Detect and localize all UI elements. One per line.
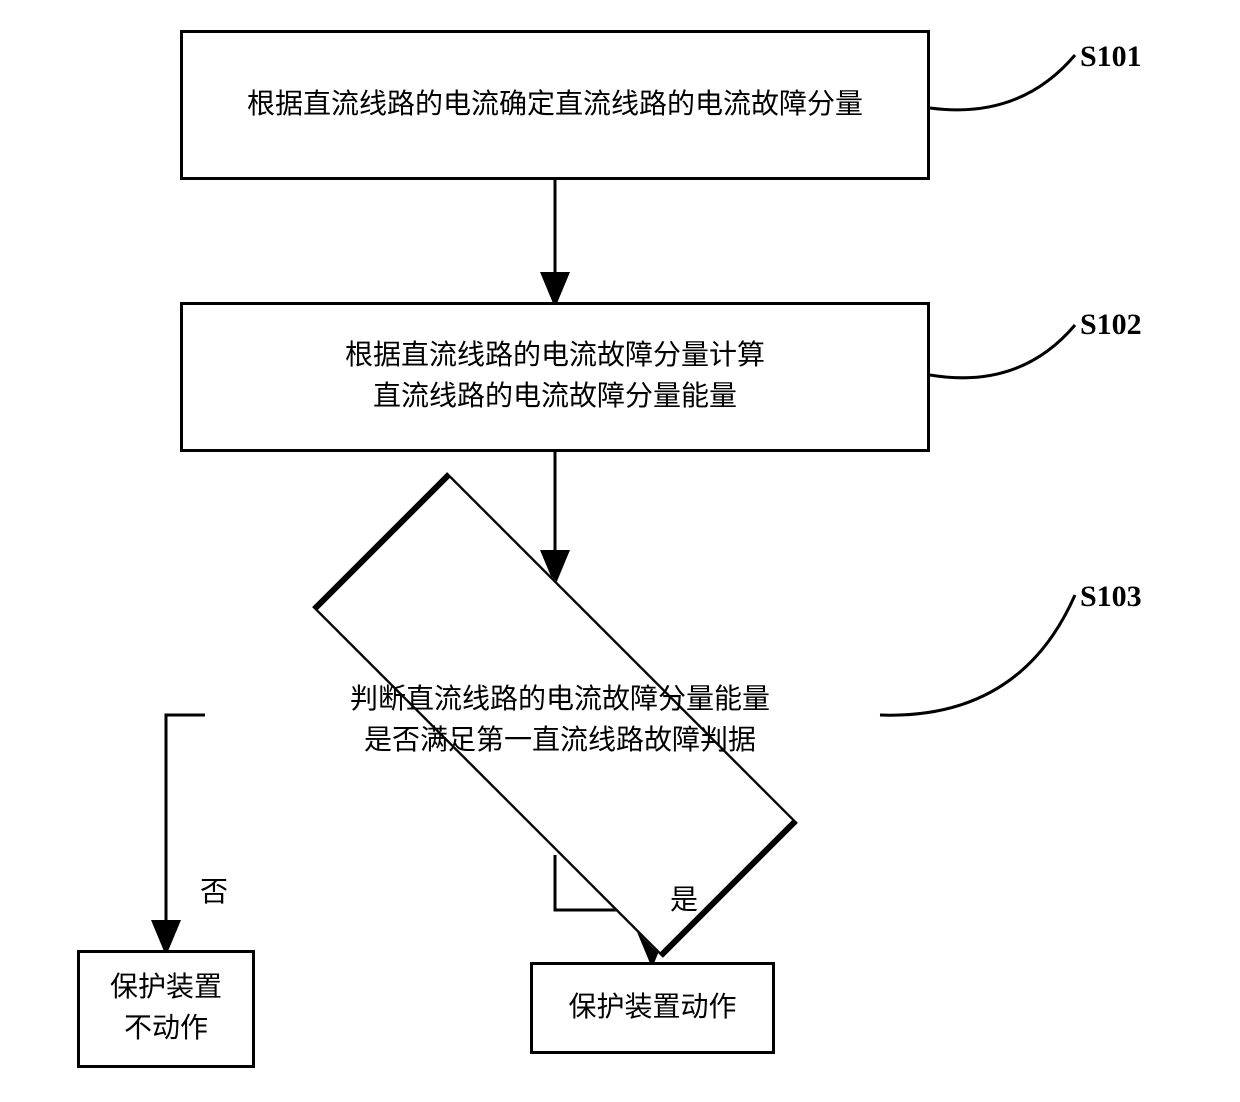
step-id-s103: S103 bbox=[1080, 580, 1142, 614]
step-s102-line1: 根据直流线路的电流故障分量计算 bbox=[345, 336, 765, 377]
outcome-no-line2: 不动作 bbox=[110, 1009, 222, 1050]
outcome-yes-text: 保护装置动作 bbox=[568, 988, 736, 1029]
step-id-s101: S101 bbox=[1080, 40, 1142, 74]
outcome-no-box: 保护装置 不动作 bbox=[77, 950, 255, 1068]
outcome-no-line1: 保护装置 bbox=[110, 968, 222, 1009]
step-s102-line2: 直流线路的电流故障分量能量 bbox=[345, 377, 765, 418]
edge-label-no: 否 bbox=[200, 870, 228, 910]
step-s101-text: 根据直流线路的电流确定直流线路的电流故障分量 bbox=[247, 85, 863, 126]
step-s102-box: 根据直流线路的电流故障分量计算 直流线路的电流故障分量能量 bbox=[180, 302, 930, 452]
step-s101-box: 根据直流线路的电流确定直流线路的电流故障分量 bbox=[180, 30, 930, 180]
edge-label-yes: 是 bbox=[670, 878, 698, 918]
step-id-s102: S102 bbox=[1080, 308, 1142, 342]
outcome-yes-box: 保护装置动作 bbox=[530, 962, 775, 1054]
step-s103-diamond bbox=[312, 472, 798, 958]
